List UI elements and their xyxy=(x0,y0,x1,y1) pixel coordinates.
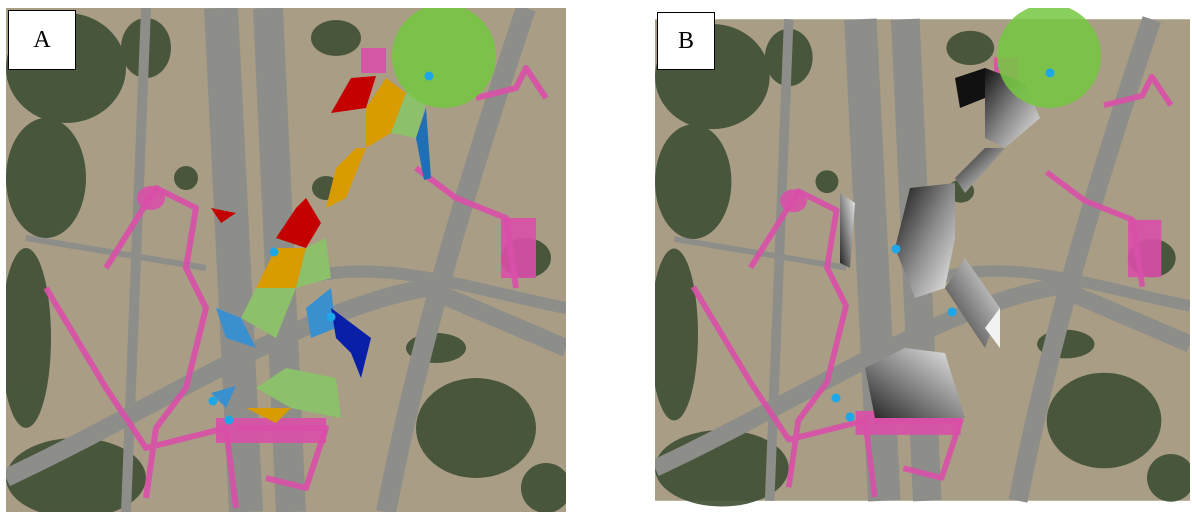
map-circle xyxy=(209,397,218,406)
map-circle xyxy=(425,72,434,81)
map-circle xyxy=(225,416,234,425)
map-circle xyxy=(832,394,841,403)
map-circle xyxy=(1046,69,1055,78)
map-b xyxy=(655,8,1190,512)
panel-label: A xyxy=(8,10,76,70)
figure: {"panels": [{"label": "A"}, {"label": "B… xyxy=(0,0,1192,514)
panel-b: B xyxy=(655,8,1190,512)
map-a xyxy=(6,8,566,512)
map-circle xyxy=(846,413,855,422)
map-circle xyxy=(997,8,1101,108)
map-circle xyxy=(392,8,496,108)
map-circle xyxy=(327,313,336,322)
map-circle xyxy=(892,245,901,254)
map-circle xyxy=(948,308,957,317)
panel-label: B xyxy=(657,12,715,70)
map-circle xyxy=(270,248,279,257)
panel-a: A xyxy=(6,8,566,512)
